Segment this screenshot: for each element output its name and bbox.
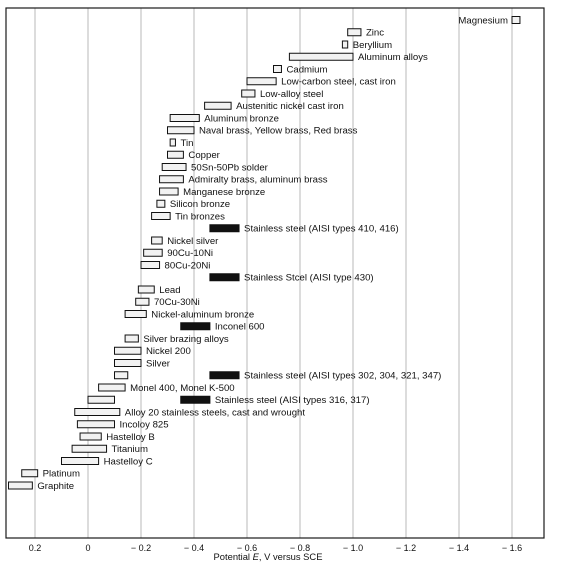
potential-range-bar [511, 16, 521, 24]
series-label: Beryllium [353, 40, 392, 51]
x-tick-label: − 0.4 [184, 543, 204, 553]
series-label: Copper [188, 150, 220, 161]
series-label: Nickel-aluminum bronze [151, 309, 254, 320]
potential-range-bar [169, 138, 176, 147]
series-label: Silver brazing alloys [143, 334, 229, 345]
potential-range-bar [167, 150, 184, 159]
potential-range-bar [124, 334, 139, 343]
potential-range-bar [61, 457, 100, 465]
series-label: 70Cu-30Ni [154, 297, 200, 308]
series-label: 80Cu-20Ni [165, 260, 211, 271]
potential-range-bar [347, 28, 362, 37]
potential-range-bar [140, 261, 161, 269]
potential-range-bar [246, 77, 277, 86]
series-label: Stainless steel (AISI types 302, 304, 32… [244, 371, 441, 382]
series-label: Lead [159, 285, 180, 296]
potential-range-bar [114, 346, 142, 355]
potential-range-bar-solid [180, 395, 211, 404]
series-label: Graphite [37, 481, 74, 492]
series-label: 90Cu-10Ni [167, 248, 213, 259]
potential-range-bar [151, 212, 171, 220]
series-label: Magnesium [458, 15, 508, 26]
potential-range-bar [76, 420, 115, 429]
potential-range-bar [114, 359, 142, 367]
x-axis-title: Potential E, V versus SCE [214, 551, 323, 562]
series-label: Admiralty brass, aluminum brass [188, 175, 327, 186]
series-label: Nickel 200 [146, 346, 191, 357]
potential-range-bar [74, 408, 121, 416]
potential-range-bar [161, 163, 187, 171]
potential-range-bar [79, 432, 102, 441]
series-label: Tin [180, 138, 193, 149]
potential-range-bar [137, 285, 155, 294]
plot-frame [5, 7, 545, 539]
series-label: Incoloy 825 [120, 420, 169, 431]
series-label: Silver [146, 358, 171, 369]
x-tick-label: − 0.8 [290, 543, 310, 553]
x-tick-label: 0 [85, 543, 90, 553]
potential-range-bar [241, 89, 256, 98]
series-label: Stainless Stcel (AISI type 430) [244, 273, 374, 284]
potential-range-bar [21, 469, 39, 478]
potential-range-bar [341, 40, 349, 49]
series-label: Titanium [112, 444, 148, 455]
potential-range-bar [204, 101, 232, 110]
series-label: Tin bronzes [175, 211, 225, 222]
potential-range-bar [98, 383, 126, 392]
potential-range-bar-solid [209, 273, 240, 282]
series-label: Zinc [366, 28, 384, 39]
series-label: Aluminum alloys [358, 52, 428, 63]
series-label: Naval brass, Yellow brass, Red brass [199, 126, 358, 137]
potential-range-bar [273, 65, 282, 73]
x-tick-label: − 1.2 [396, 543, 416, 553]
potential-range-bar [288, 52, 354, 61]
potential-range-bar [124, 310, 147, 318]
potential-range-bar [135, 297, 150, 306]
potential-range-bar [167, 126, 195, 135]
potential-range-bar [143, 248, 163, 257]
series-label: Silicon bronze [170, 199, 230, 210]
series-label: Alloy 20 stainless steels, cast and wrou… [125, 407, 306, 418]
potential-range-bar [8, 481, 33, 490]
potential-range-bar-solid [209, 371, 240, 380]
potential-range-bar [159, 187, 179, 196]
series-label: Stainless steel (AISI types 316, 317) [215, 395, 370, 406]
series-label: Aluminum bronze [204, 113, 279, 124]
x-tick-label: 0.2 [29, 543, 42, 553]
series-label: Platinum [43, 469, 80, 480]
series-label: Low-alloy steel [260, 89, 323, 100]
series-label: Inconel 600 [215, 322, 265, 333]
potential-range-bar [169, 114, 200, 122]
potential-range-bar [151, 236, 163, 245]
series-label: 50Sn-50Pb solder [191, 162, 269, 173]
potential-range-bar [159, 175, 184, 184]
series-label: Monel 400, Monel K-500 [130, 383, 235, 394]
series-label: Nickel silver [167, 236, 219, 247]
series-label: Low-carbon steel, cast iron [281, 77, 396, 88]
grid-lines [34, 8, 513, 538]
x-tick-label: − 0.2 [131, 543, 151, 553]
x-tick-label: − 1.0 [343, 543, 363, 553]
series-label: Hastelloy B [106, 432, 155, 443]
series-label: Austenitic nickel cast iron [236, 101, 344, 112]
potential-range-bar [71, 444, 108, 453]
series-label: Cadmium [286, 64, 327, 75]
x-tick-label: − 1.6 [502, 543, 522, 553]
series-label: Hastelloy C [104, 456, 153, 467]
x-tick-label: − 0.6 [237, 543, 257, 553]
potential-range-bar [87, 395, 115, 404]
series-label: Stainless steel (AISI types 410, 416) [244, 224, 399, 235]
potential-range-bar [114, 371, 129, 380]
series-label: Manganese bronze [183, 187, 265, 198]
potential-range-bar-solid [180, 322, 211, 331]
x-tick-label: − 1.4 [449, 543, 469, 553]
potential-range-bar [156, 199, 166, 208]
x-tick-labels: 0.2 0 − 0.2 − 0.4 − 0.6 − 0.8 − 1.0 − 1.2 − 1.4 −… [29, 543, 522, 553]
potential-range-bar-solid [209, 224, 240, 233]
